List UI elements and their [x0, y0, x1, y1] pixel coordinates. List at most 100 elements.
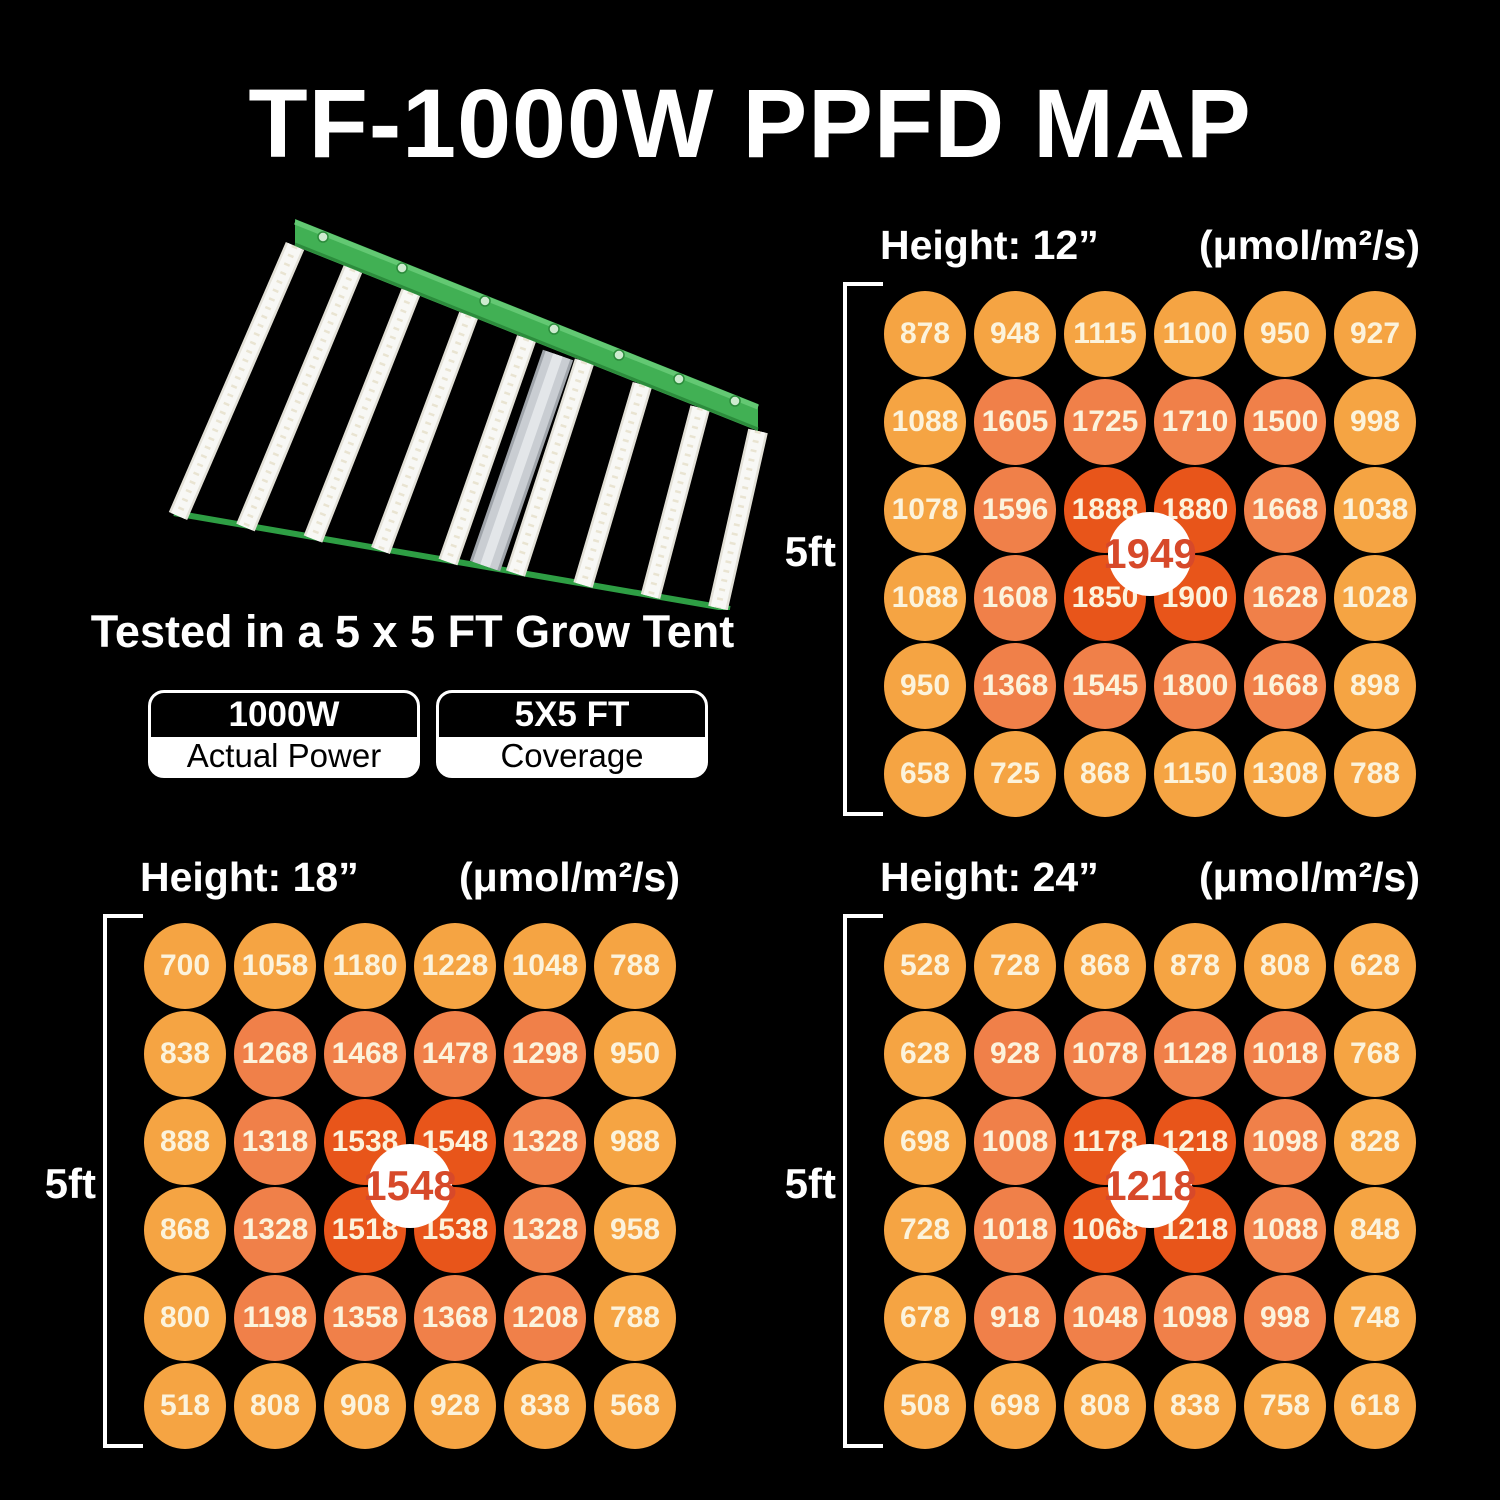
grid-height-label: Height: 24”	[880, 854, 1099, 900]
tested-note: Tested in a 5 x 5 FT Grow Tent	[90, 606, 735, 657]
ppfd-cell: 788	[594, 923, 676, 1009]
ppfd-cell: 868	[144, 1187, 226, 1273]
badge-label: Actual Power	[151, 737, 417, 775]
ppfd-cell: 1078	[884, 467, 966, 553]
grid-height-label: Height: 12”	[880, 222, 1099, 268]
ppfd-cell: 1008	[974, 1099, 1056, 1185]
badge-coverage: 5X5 FT Coverage	[436, 690, 708, 778]
grow-light-product-image	[168, 219, 768, 610]
led-bars	[168, 242, 768, 610]
ppfd-cell: 1150	[1154, 731, 1236, 817]
ppfd-cell: 1018	[1244, 1011, 1326, 1097]
ppfd-cell: 748	[1334, 1275, 1416, 1361]
ppfd-cell: 1100	[1154, 291, 1236, 377]
ppfd-cell: 528	[884, 923, 966, 1009]
ppfd-cell: 1028	[1334, 555, 1416, 641]
grid-units-label: (μmol/m²/s)	[459, 854, 680, 900]
ppfd-cell: 808	[1244, 923, 1326, 1009]
ppfd-cell: 628	[1334, 923, 1416, 1009]
badge-value: 1000W	[151, 693, 417, 737]
ppfd-cell: 728	[974, 923, 1056, 1009]
ppfd-cell: 568	[594, 1363, 676, 1449]
grid-header: Height: 12” (μmol/m²/s)	[880, 220, 1420, 270]
ppfd-cell: 1088	[1244, 1187, 1326, 1273]
coverage-side-label: 5ft	[784, 528, 836, 575]
rail-screws	[317, 231, 741, 407]
ppfd-cell: 1328	[234, 1187, 316, 1273]
grid-height-label: Height: 18”	[140, 854, 359, 900]
grid-header: Height: 18” (μmol/m²/s)	[140, 852, 680, 902]
ppfd-cell: 518	[144, 1363, 226, 1449]
ppfd-cell: 1198	[234, 1275, 316, 1361]
ppfd-cell: 998	[1334, 379, 1416, 465]
driver-channel	[469, 349, 574, 572]
ppfd-cell: 1088	[884, 555, 966, 641]
ppfd-cell: 1318	[234, 1099, 316, 1185]
ppfd-cell: 658	[884, 731, 966, 817]
ppfd-cell: 1538	[324, 1099, 406, 1185]
ppfd-cell: 700	[144, 923, 226, 1009]
ppfd-cell: 1328	[504, 1099, 586, 1185]
ppfd-cell: 958	[594, 1187, 676, 1273]
ppfd-cell: 1608	[974, 555, 1056, 641]
grid-units-label: (μmol/m²/s)	[1199, 854, 1420, 900]
ppfd-cell: 1500	[1244, 379, 1326, 465]
ppfd-cell: 768	[1334, 1011, 1416, 1097]
spec-badges: 1000W Actual Power 5X5 FT Coverage	[148, 690, 708, 778]
ppfd-cell: 868	[1064, 923, 1146, 1009]
ppfd-cell: 888	[144, 1099, 226, 1185]
ppfd-cell: 928	[974, 1011, 1056, 1097]
ppfd-cell: 728	[884, 1187, 966, 1273]
ppfd-cell: 948	[974, 291, 1056, 377]
coverage-bracket	[103, 914, 143, 1448]
page-title: TF-1000W PPFD MAP	[248, 69, 1252, 178]
ppfd-map-24in: Height: 24” (μmol/m²/s) 5ft 528 728 868 878…	[770, 852, 1430, 1462]
coverage-bracket	[843, 914, 883, 1448]
ppfd-cell: 1098	[1244, 1099, 1326, 1185]
ppfd-cell: 1596	[974, 467, 1056, 553]
center-value-badge: 1548	[363, 1144, 457, 1228]
ppfd-cell: 1048	[1064, 1275, 1146, 1361]
ppfd-cell: 838	[144, 1011, 226, 1097]
ppfd-cell: 698	[974, 1363, 1056, 1449]
ppfd-cell: 1725	[1064, 379, 1146, 465]
ppfd-cell: 758	[1244, 1363, 1326, 1449]
ppfd-cell: 800	[144, 1275, 226, 1361]
ppfd-cell: 788	[1334, 731, 1416, 817]
badge-label: Coverage	[439, 737, 705, 775]
ppfd-cell: 848	[1334, 1187, 1416, 1273]
ppfd-cell: 1628	[1244, 555, 1326, 641]
ppfd-cell: 1048	[504, 923, 586, 1009]
ppfd-cell: 808	[234, 1363, 316, 1449]
ppfd-cell: 1368	[414, 1275, 496, 1361]
center-value-badge: 1949	[1103, 512, 1197, 596]
ppfd-cell: 1668	[1244, 643, 1326, 729]
ppfd-cell: 838	[1154, 1363, 1236, 1449]
ppfd-cell: 1468	[324, 1011, 406, 1097]
ppfd-cell: 1545	[1064, 643, 1146, 729]
coverage-bracket	[843, 282, 883, 816]
ppfd-cell: 1115	[1064, 291, 1146, 377]
ppfd-cell: 678	[884, 1275, 966, 1361]
ppfd-cell: 927	[1334, 291, 1416, 377]
ppfd-cell: 788	[594, 1275, 676, 1361]
ppfd-cell: 868	[1064, 731, 1146, 817]
ppfd-cell: 908	[324, 1363, 406, 1449]
ppfd-cell: 1128	[1154, 1011, 1236, 1097]
ppfd-cell: 1018	[974, 1187, 1056, 1273]
ppfd-cell: 618	[1334, 1363, 1416, 1449]
badge-actual-power: 1000W Actual Power	[148, 690, 420, 778]
ppfd-cell: 918	[974, 1275, 1056, 1361]
ppfd-cell: 1605	[974, 379, 1056, 465]
grid-header: Height: 24” (μmol/m²/s)	[880, 852, 1420, 902]
ppfd-cell: 1538	[414, 1187, 496, 1273]
ppfd-cell: 898	[1334, 643, 1416, 729]
ppfd-cell: 878	[1154, 923, 1236, 1009]
ppfd-cell: 998	[1244, 1275, 1326, 1361]
ppfd-cell: 1800	[1154, 643, 1236, 729]
ppfd-cell: 1058	[234, 923, 316, 1009]
badge-value: 5X5 FT	[439, 693, 705, 737]
ppfd-cell: 698	[884, 1099, 966, 1185]
ppfd-cell: 1478	[414, 1011, 496, 1097]
ppfd-cell: 950	[594, 1011, 676, 1097]
